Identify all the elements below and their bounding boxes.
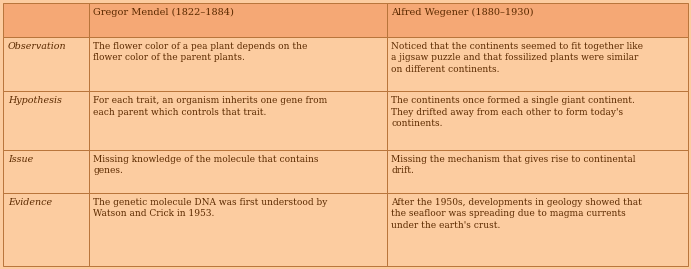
Text: Noticed that the continents seemed to fit together like
a jigsaw puzzle and that: Noticed that the continents seemed to fi… bbox=[391, 42, 643, 74]
Text: Issue: Issue bbox=[8, 155, 33, 164]
Text: Observation: Observation bbox=[8, 42, 66, 51]
Bar bbox=[386, 193, 688, 266]
Text: The genetic molecule DNA was first understood by
Watson and Crick in 1953.: The genetic molecule DNA was first under… bbox=[93, 198, 328, 218]
Bar bbox=[89, 37, 386, 91]
Text: Missing the mechanism that gives rise to continental
drift.: Missing the mechanism that gives rise to… bbox=[391, 155, 636, 175]
Bar bbox=[386, 91, 688, 150]
Text: Evidence: Evidence bbox=[8, 198, 52, 207]
Text: After the 1950s, developments in geology showed that
the seafloor was spreading : After the 1950s, developments in geology… bbox=[391, 198, 642, 229]
Text: The continents once formed a single giant continent.
They drifted away from each: The continents once formed a single gian… bbox=[391, 96, 635, 128]
Bar bbox=[89, 3, 386, 37]
Text: Alfred Wegener (1880–1930): Alfred Wegener (1880–1930) bbox=[391, 8, 533, 17]
Bar bbox=[89, 150, 386, 193]
Bar bbox=[386, 3, 688, 37]
Bar bbox=[3, 3, 89, 37]
Text: Gregor Mendel (1822–1884): Gregor Mendel (1822–1884) bbox=[93, 8, 234, 17]
Bar bbox=[89, 193, 386, 266]
Text: For each trait, an organism inherits one gene from
each parent which controls th: For each trait, an organism inherits one… bbox=[93, 96, 328, 117]
Bar bbox=[3, 37, 89, 91]
Text: Missing knowledge of the molecule that contains
genes.: Missing knowledge of the molecule that c… bbox=[93, 155, 319, 175]
Text: The flower color of a pea plant depends on the
flower color of the parent plants: The flower color of a pea plant depends … bbox=[93, 42, 308, 62]
Bar bbox=[89, 91, 386, 150]
Bar bbox=[3, 91, 89, 150]
Bar bbox=[3, 193, 89, 266]
Text: Hypothesis: Hypothesis bbox=[8, 96, 61, 105]
Bar bbox=[386, 37, 688, 91]
Bar bbox=[3, 150, 89, 193]
Bar bbox=[386, 150, 688, 193]
